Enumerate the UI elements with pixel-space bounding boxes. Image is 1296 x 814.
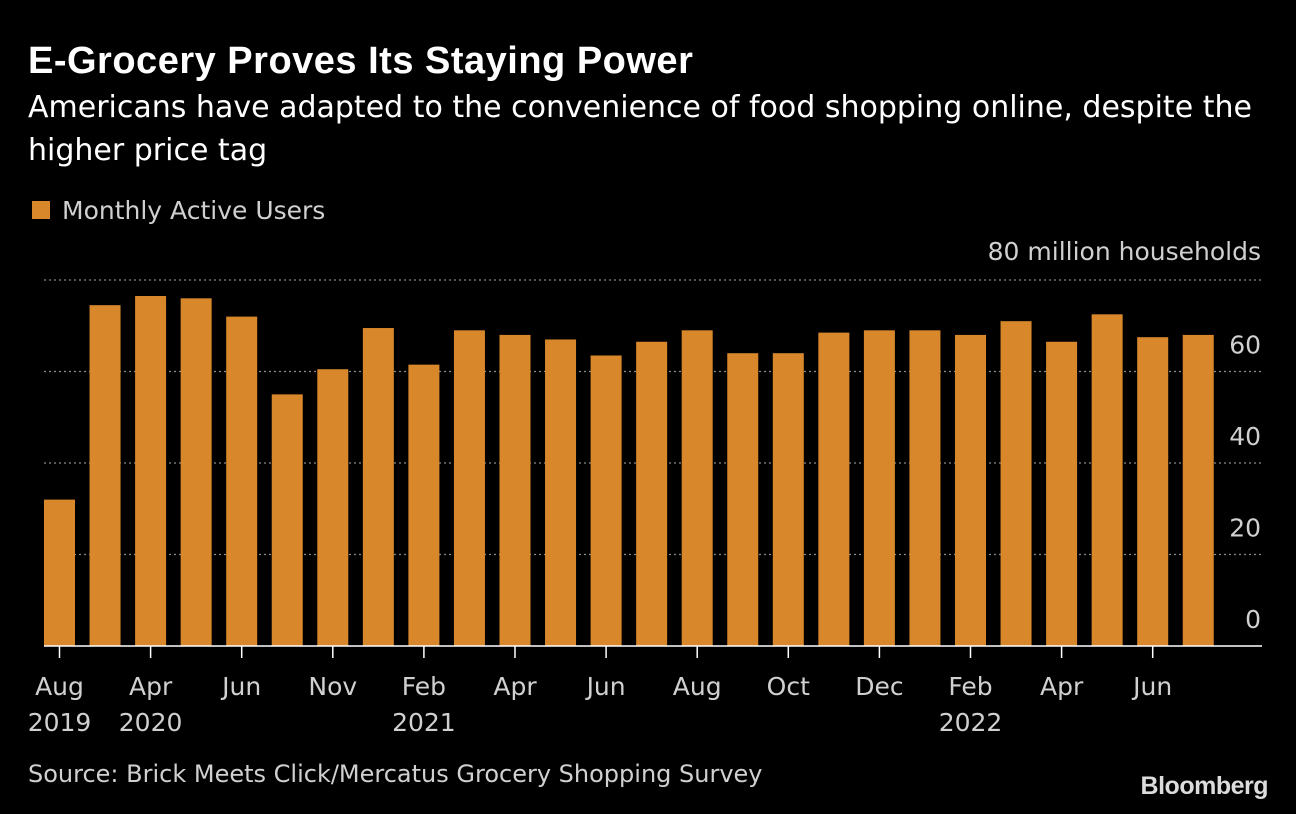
bar xyxy=(772,353,804,646)
x-tick-label-month: Jun xyxy=(1131,672,1172,701)
legend-label: Monthly Active Users xyxy=(62,195,326,225)
bar xyxy=(1000,321,1032,646)
x-tick-label-year: 2021 xyxy=(392,708,456,737)
bar xyxy=(89,305,121,646)
x-tick-label-month: Oct xyxy=(767,672,810,701)
x-tick-label-month: Nov xyxy=(308,672,357,701)
y-tick-label: 60 xyxy=(1229,331,1261,360)
x-tick-label-month: Feb xyxy=(402,672,446,701)
bar xyxy=(44,499,75,646)
bar xyxy=(1182,334,1214,646)
bar xyxy=(499,334,531,646)
bar xyxy=(955,334,986,646)
bar xyxy=(1137,337,1169,646)
bar xyxy=(226,316,258,646)
bar xyxy=(1046,341,1078,646)
source-note: Source: Brick Meets Click/Mercatus Groce… xyxy=(28,760,763,788)
bar xyxy=(1091,314,1123,646)
bar xyxy=(818,332,850,646)
bar xyxy=(590,355,622,646)
x-tick-label-month: Aug xyxy=(35,672,84,701)
bar xyxy=(681,330,713,646)
y-tick-label: 0 xyxy=(1245,605,1261,634)
bar xyxy=(317,369,349,646)
bar-chart: 0 20 40 60 80 million households Aug 2019 Apr 20… xyxy=(28,237,1262,737)
bar xyxy=(408,364,440,646)
x-tick-label-month: Dec xyxy=(855,672,903,701)
x-tick-label-year: 2019 xyxy=(28,708,92,737)
x-tick-label-month: Apr xyxy=(1040,672,1084,701)
x-tick-label-month: Aug xyxy=(673,672,722,701)
x-tick-label-month: Apr xyxy=(493,672,537,701)
bar xyxy=(362,328,394,646)
y-tick-label: 80 million households xyxy=(988,237,1261,266)
bar xyxy=(545,339,577,646)
brand-logo: Bloomberg xyxy=(1140,772,1269,800)
bar xyxy=(135,296,167,646)
x-tick-label-month: Jun xyxy=(585,672,626,701)
chart-subtitle: Americans have adapted to the convenienc… xyxy=(28,90,1252,168)
legend: Monthly Active Users xyxy=(32,193,325,227)
bar xyxy=(453,330,485,646)
bar xyxy=(636,341,668,646)
chart-title: E-Grocery Proves Its Staying Power xyxy=(28,40,694,82)
bar xyxy=(909,330,941,646)
bar xyxy=(863,330,895,646)
bar xyxy=(271,394,303,646)
y-tick-label: 20 xyxy=(1229,514,1261,543)
x-tick-label-month: Jun xyxy=(220,672,261,701)
legend-swatch xyxy=(32,201,50,219)
x-tick-label-year: 2022 xyxy=(939,708,1003,737)
x-tick-label-month: Feb xyxy=(948,672,992,701)
x-tick-label-year: 2020 xyxy=(119,708,183,737)
x-tick-label-month: Apr xyxy=(129,672,173,701)
bar xyxy=(727,353,759,646)
bar xyxy=(180,298,212,646)
y-tick-label: 40 xyxy=(1229,422,1261,451)
